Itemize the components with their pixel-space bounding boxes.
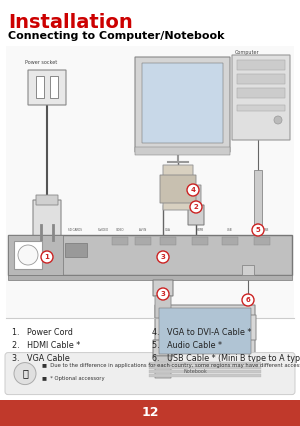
FancyBboxPatch shape	[240, 315, 256, 340]
Bar	[8, 275, 292, 280]
Circle shape	[157, 251, 169, 263]
Text: 6: 6	[246, 297, 250, 303]
Circle shape	[18, 245, 38, 265]
FancyBboxPatch shape	[163, 165, 193, 210]
Circle shape	[14, 363, 36, 385]
Bar	[8, 235, 63, 275]
Bar	[149, 362, 261, 365]
Text: 5: 5	[256, 227, 260, 233]
Bar	[36, 76, 44, 98]
Circle shape	[41, 251, 53, 263]
Bar	[149, 366, 261, 369]
Bar	[222, 237, 238, 245]
FancyBboxPatch shape	[142, 63, 223, 143]
FancyBboxPatch shape	[135, 147, 230, 155]
Text: 12: 12	[141, 406, 159, 419]
FancyBboxPatch shape	[237, 74, 285, 84]
Circle shape	[274, 116, 282, 124]
Text: Notebook: Notebook	[183, 369, 207, 374]
Bar	[242, 265, 254, 275]
Text: 3: 3	[160, 291, 165, 297]
FancyBboxPatch shape	[237, 60, 285, 70]
FancyBboxPatch shape	[153, 280, 173, 296]
Text: USB: USB	[227, 228, 233, 232]
Text: 1: 1	[45, 254, 50, 260]
Text: 2: 2	[194, 204, 198, 210]
Text: 6.   USB Cable * (Mini B type to A type): 6. USB Cable * (Mini B type to A type)	[152, 354, 300, 363]
Text: AV IN: AV IN	[140, 228, 147, 232]
Text: 1.   Power Cord: 1. Power Cord	[12, 328, 73, 337]
Circle shape	[252, 224, 264, 236]
FancyBboxPatch shape	[155, 356, 171, 378]
Text: 5.   Audio Cable *: 5. Audio Cable *	[152, 341, 222, 350]
FancyBboxPatch shape	[188, 205, 204, 225]
Circle shape	[242, 294, 254, 306]
Text: 4: 4	[190, 187, 196, 193]
Text: ■  * Optional accessory: ■ * Optional accessory	[42, 376, 105, 380]
FancyBboxPatch shape	[135, 57, 230, 152]
FancyBboxPatch shape	[153, 340, 173, 356]
Bar	[112, 237, 128, 245]
Bar	[6, 46, 294, 318]
Text: VGA: VGA	[165, 228, 171, 232]
Text: 2.   HDMI Cable *: 2. HDMI Cable *	[12, 341, 80, 350]
Bar	[8, 235, 292, 275]
Bar	[14, 241, 42, 269]
Bar	[192, 237, 208, 245]
Text: Power socket: Power socket	[25, 60, 57, 65]
Text: 4.   VGA to DVI-A Cable *: 4. VGA to DVI-A Cable *	[152, 328, 251, 337]
Circle shape	[187, 184, 199, 196]
Text: ■  Due to the difference in applications for each country, some regions may have: ■ Due to the difference in applications …	[42, 363, 300, 368]
FancyBboxPatch shape	[232, 55, 290, 140]
Text: VIDEO: VIDEO	[116, 228, 124, 232]
FancyBboxPatch shape	[36, 195, 58, 205]
Text: Computer: Computer	[235, 50, 260, 55]
FancyBboxPatch shape	[28, 70, 66, 105]
FancyBboxPatch shape	[155, 296, 171, 318]
Text: 💡: 💡	[22, 368, 28, 379]
Bar	[65, 243, 87, 257]
Bar	[145, 360, 265, 380]
Circle shape	[190, 201, 202, 213]
FancyBboxPatch shape	[33, 200, 61, 250]
Bar	[0, 400, 300, 426]
Text: SD CARDS: SD CARDS	[68, 228, 82, 232]
Bar	[50, 76, 58, 98]
FancyBboxPatch shape	[237, 88, 285, 98]
Text: HDMI: HDMI	[196, 228, 204, 232]
Circle shape	[157, 288, 169, 300]
Text: S-VIDEO: S-VIDEO	[98, 228, 109, 232]
Text: Connecting to Computer/Notebook: Connecting to Computer/Notebook	[8, 31, 224, 41]
Text: Installation: Installation	[8, 13, 133, 32]
FancyBboxPatch shape	[155, 305, 255, 361]
Bar	[149, 370, 261, 373]
Bar	[254, 237, 270, 245]
FancyBboxPatch shape	[159, 308, 251, 354]
Bar	[149, 374, 261, 377]
Text: 3.   VGA Cable: 3. VGA Cable	[12, 354, 70, 363]
Bar	[254, 170, 262, 225]
Circle shape	[254, 224, 262, 232]
FancyBboxPatch shape	[33, 248, 61, 268]
FancyBboxPatch shape	[160, 175, 196, 203]
Text: 3: 3	[160, 254, 165, 260]
FancyBboxPatch shape	[237, 105, 285, 111]
Bar	[135, 237, 151, 245]
Bar	[160, 237, 176, 245]
FancyBboxPatch shape	[191, 185, 201, 207]
Text: MINI USB: MINI USB	[256, 228, 268, 232]
FancyBboxPatch shape	[5, 353, 295, 394]
